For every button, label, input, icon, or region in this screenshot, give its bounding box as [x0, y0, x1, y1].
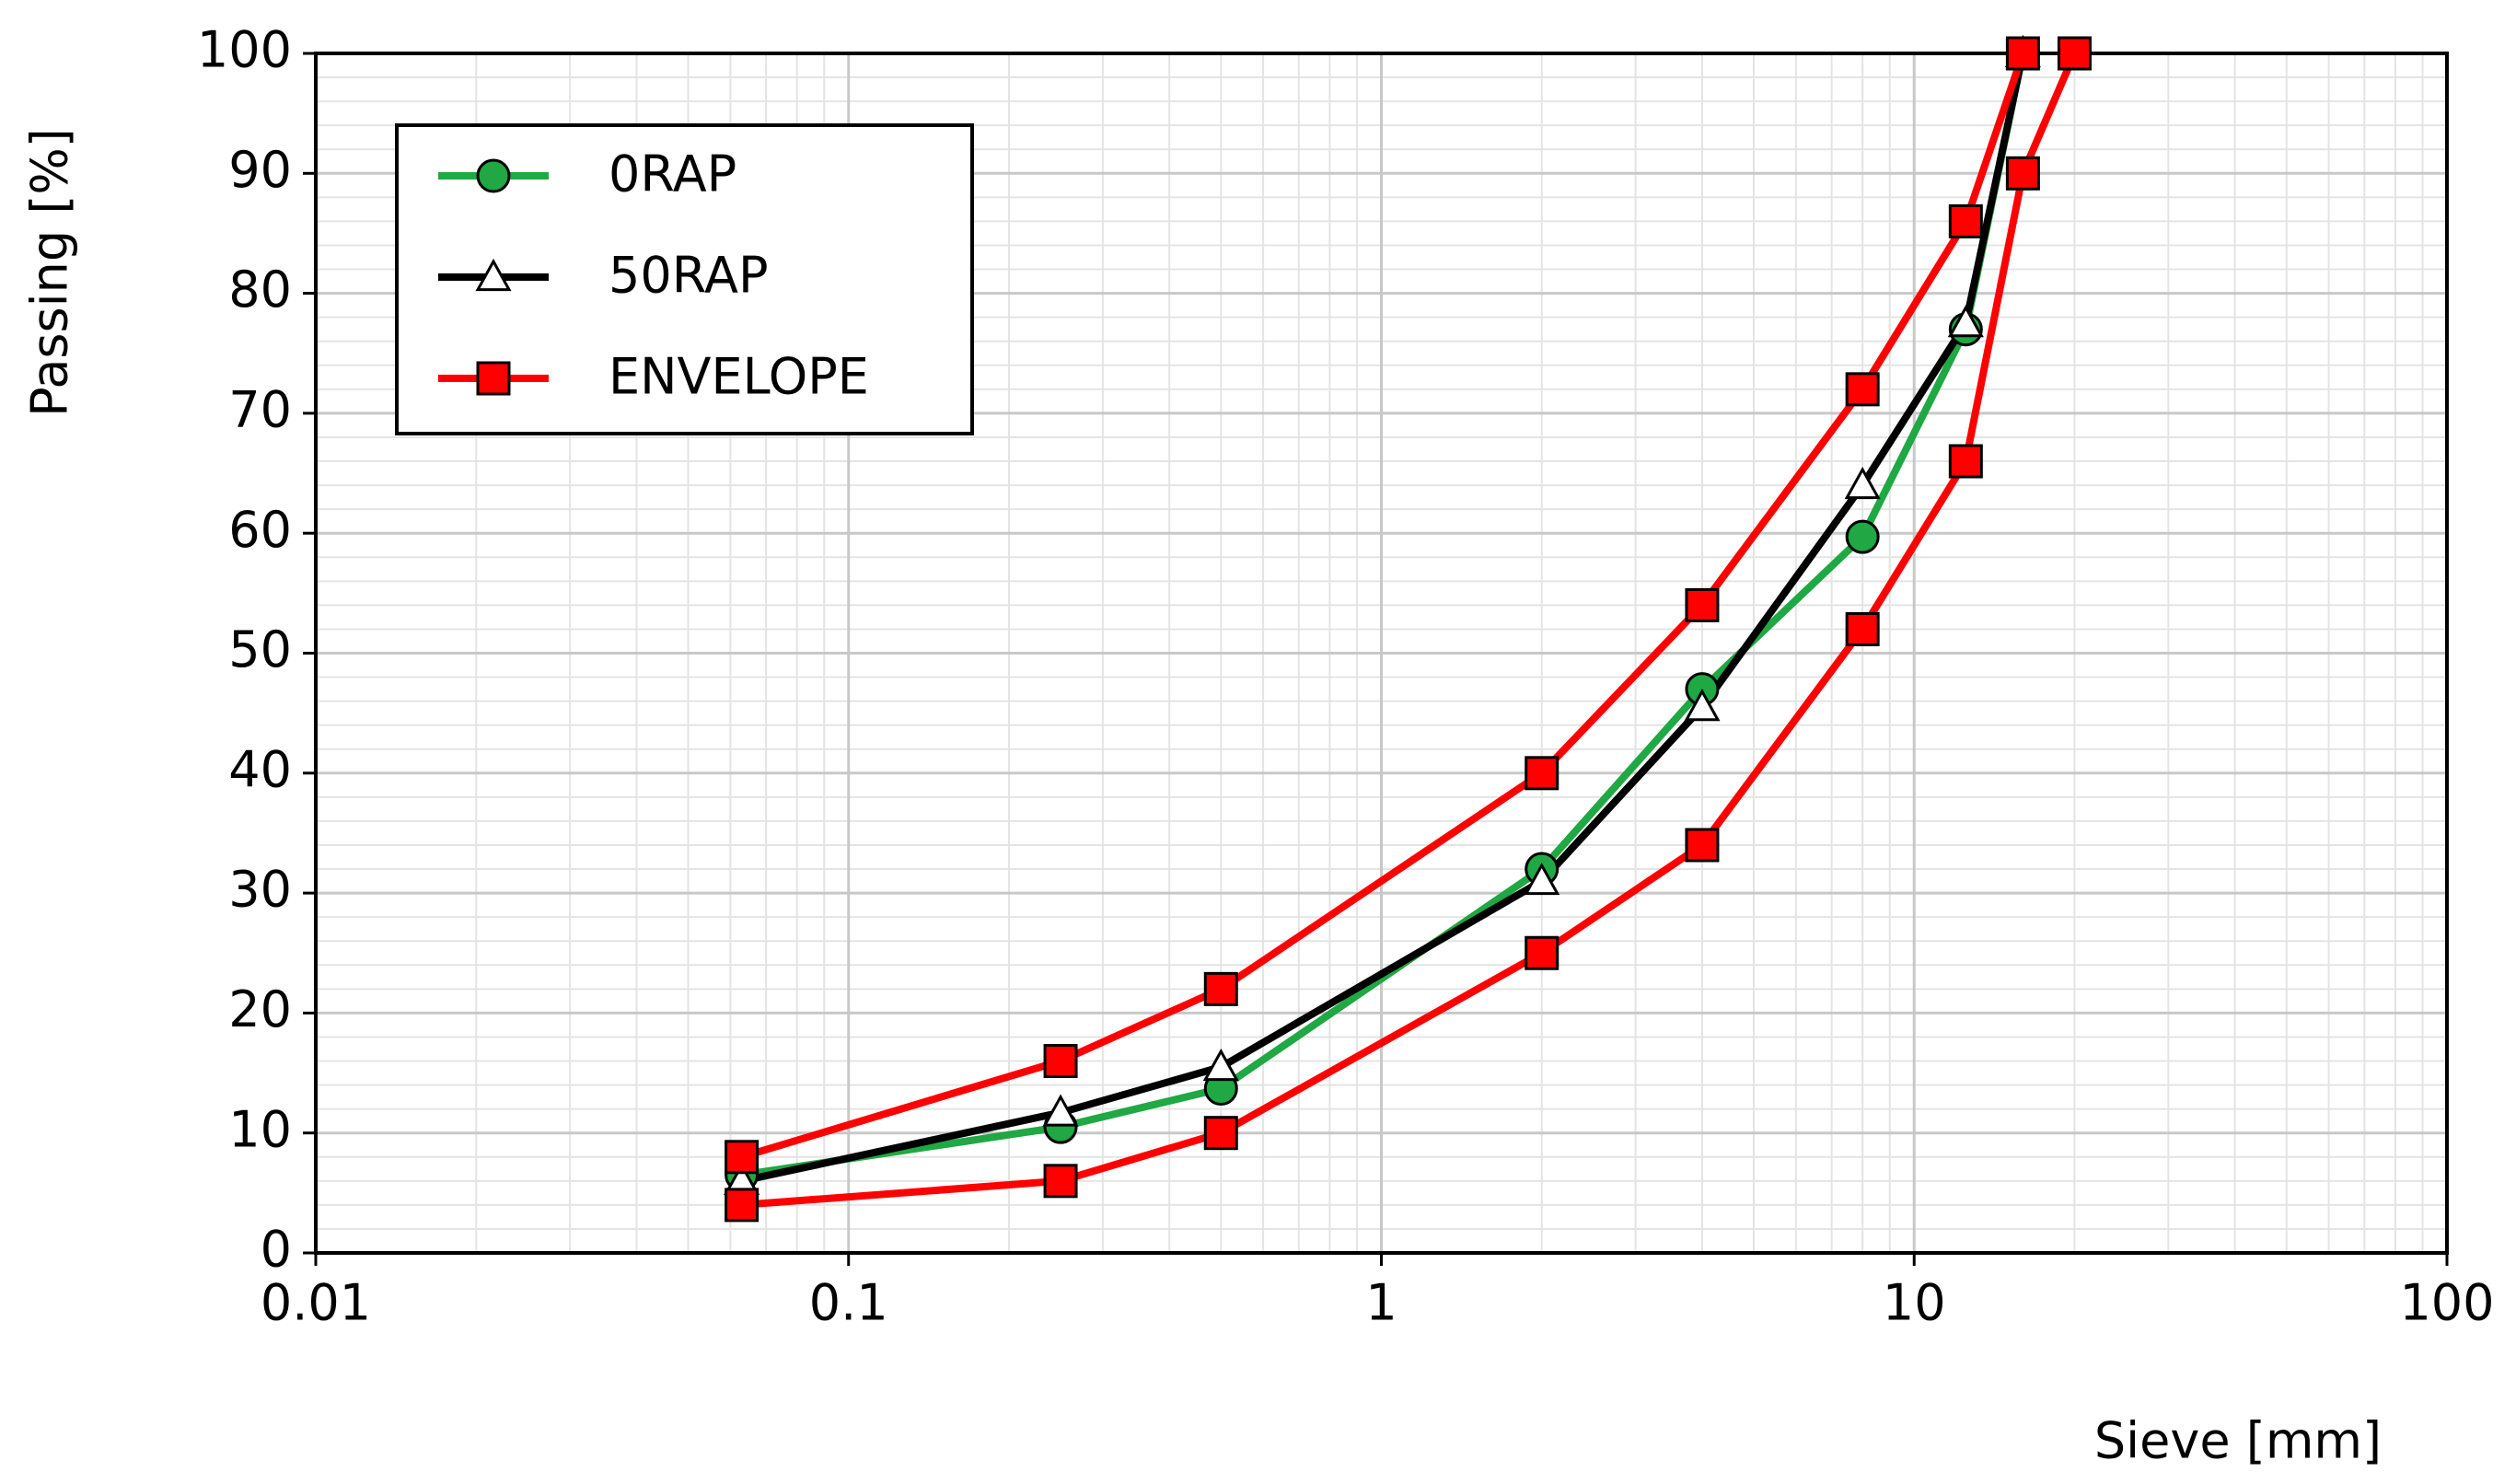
marker [1684, 689, 1721, 722]
marker [725, 1140, 759, 1175]
marker [1948, 203, 1983, 238]
marker [1844, 466, 1881, 500]
marker [2005, 36, 2040, 71]
marker [1845, 519, 1880, 554]
legend-marker [475, 258, 512, 292]
y-tick-label: 10 [228, 1100, 292, 1158]
marker [2005, 156, 2040, 191]
marker [725, 1188, 759, 1223]
y-tick-label: 90 [228, 141, 292, 199]
marker [1845, 372, 1880, 407]
legend-marker [476, 158, 511, 193]
marker [1948, 444, 1983, 479]
y-tick-label: 60 [228, 501, 292, 559]
y-tick-label: 40 [228, 740, 292, 798]
marker [1845, 611, 1880, 646]
marker [1203, 971, 1238, 1006]
x-tick-label: 0.01 [261, 1274, 371, 1332]
x-tick-label: 10 [1883, 1274, 1946, 1332]
marker [1043, 1164, 1078, 1199]
legend-label: ENVELOPE [609, 348, 869, 406]
marker [1947, 305, 1984, 338]
marker [1043, 1044, 1078, 1079]
marker [1525, 756, 1559, 791]
marker [1685, 587, 1720, 622]
legend-marker [476, 361, 511, 396]
marker [1202, 1048, 1239, 1082]
x-tick-label: 1 [1365, 1274, 1397, 1332]
legend-label: 50RAP [609, 247, 769, 305]
y-tick-label: 30 [228, 861, 292, 919]
y-tick-label: 70 [228, 381, 292, 439]
y-tick-label: 50 [228, 620, 292, 678]
marker [2057, 36, 2092, 71]
y-tick-label: 20 [228, 980, 292, 1038]
marker [1042, 1094, 1079, 1127]
series-line [740, 52, 2027, 1161]
series-line [741, 52, 2027, 1179]
y-tick-label: 80 [228, 261, 292, 319]
legend-label: 0RAP [609, 145, 736, 203]
x-axis-title: Sieve [mm] [2094, 1412, 2382, 1470]
x-tick-label: 0.1 [809, 1274, 888, 1332]
y-axis-title: Passing [%] [21, 128, 79, 417]
marker [1203, 1116, 1238, 1151]
series-line [740, 52, 2027, 1185]
marker [1525, 935, 1559, 970]
y-tick-label: 0 [261, 1221, 292, 1279]
plot-frame [314, 52, 2449, 1255]
y-tick-label: 100 [197, 21, 292, 79]
marker [1524, 862, 1560, 896]
marker [1685, 828, 1720, 863]
x-tick-label: 100 [2399, 1274, 2494, 1332]
